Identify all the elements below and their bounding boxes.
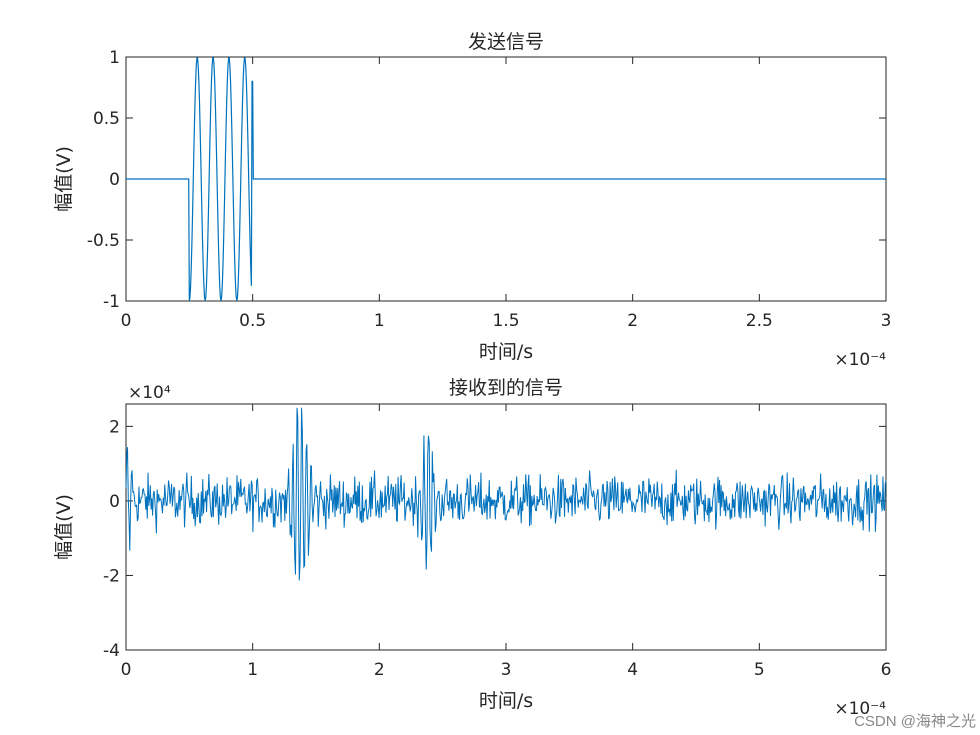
y-tick-label: 1 (109, 48, 120, 68)
y-tick-label: -2 (103, 566, 120, 586)
received-signal-axes: 接收到的信号 0 1 2 3 4 5 6 -4 -2 0 2 时间/s 幅值(V) ×10⁻⁴ ×… (53, 377, 891, 719)
watermark: CSDN @海神之光 (854, 713, 976, 730)
transmitted-signal-axes: 发送信号 0 0.5 1 1.5 2 2.5 3 -1 -0.5 0 0.5 1 时间/s 幅值(V… (53, 31, 891, 370)
y-tick-label: -1 (103, 292, 120, 312)
y-axis-label: 幅值(V) (53, 494, 75, 560)
y-tick-label: 0 (109, 170, 120, 190)
x-axis-label: 时间/s (479, 341, 533, 363)
y-tick-label: 2 (109, 417, 120, 437)
y-axis-label: 幅值(V) (53, 146, 75, 212)
y-tick-label: -0.5 (87, 231, 120, 251)
x-ticks: 0 1 2 3 4 5 6 (121, 404, 892, 680)
y-exponent-label: ×10⁴ (128, 383, 171, 403)
x-tick-label: 3 (501, 660, 512, 680)
x-ticks: 0 0.5 1 1.5 2 2.5 3 (121, 57, 892, 331)
y-tick-label: -4 (103, 641, 120, 661)
x-tick-label: 0 (121, 311, 132, 331)
x-tick-label: 6 (881, 660, 892, 680)
x-tick-label: 5 (754, 660, 765, 680)
series-line (125, 407, 887, 581)
x-tick-label: 4 (627, 660, 638, 680)
x-tick-label: 0 (121, 660, 132, 680)
y-tick-label: 0.5 (93, 109, 120, 129)
x-tick-label: 2.5 (746, 311, 773, 331)
plot-frame (125, 403, 887, 651)
chart-title: 发送信号 (468, 31, 544, 53)
x-exponent-label: ×10⁻⁴ (834, 699, 886, 719)
y-ticks: -4 -2 0 2 (103, 417, 886, 661)
x-tick-label: 0.5 (239, 311, 266, 331)
x-exponent-label: ×10⁻⁴ (834, 350, 886, 370)
y-tick-label: 0 (109, 492, 120, 512)
x-tick-label: 1.5 (492, 311, 519, 331)
x-tick-label: 3 (881, 311, 892, 331)
x-axis-label: 时间/s (479, 690, 533, 712)
x-tick-label: 2 (627, 311, 638, 331)
series-line (126, 57, 886, 302)
chart-title: 接收到的信号 (449, 377, 563, 399)
x-tick-label: 1 (247, 660, 258, 680)
x-tick-label: 2 (374, 660, 385, 680)
x-tick-label: 1 (374, 311, 385, 331)
y-ticks: -1 -0.5 0 0.5 1 (87, 48, 886, 312)
